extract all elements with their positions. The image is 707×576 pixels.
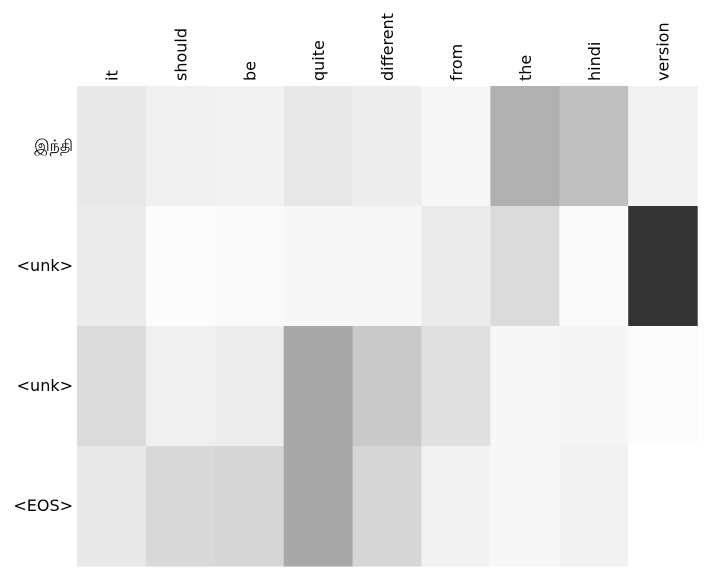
y-tick-label: <unk> (17, 376, 73, 395)
heatmap-cell (490, 86, 560, 207)
heatmap-cell (214, 446, 285, 567)
heatmap-cell (490, 446, 560, 567)
heatmap-cell (145, 446, 216, 567)
heatmap-cell (559, 86, 629, 207)
heatmap-cell (490, 326, 560, 447)
heatmap-cell (628, 326, 698, 447)
heatmap-cell (559, 206, 629, 327)
x-tick-label: the (516, 55, 535, 81)
heatmap-cell (421, 446, 491, 567)
heatmap-cell (77, 86, 147, 207)
heatmap-cell (352, 206, 423, 327)
heatmap-cell (421, 86, 491, 207)
heatmap-cell (421, 326, 491, 447)
heatmap-cell (283, 446, 354, 567)
y-tick-label: இந்தி (34, 136, 73, 156)
heatmap-cell (283, 326, 354, 447)
y-tick-labels: இந்தி <unk> <unk> <EOS> (13, 136, 73, 515)
heatmap-cell (352, 86, 423, 207)
heatmap-cell (145, 206, 216, 327)
heatmap-cell (628, 446, 698, 567)
heatmap-cell (559, 446, 629, 567)
heatmap-cell (628, 86, 698, 207)
heatmap-cell (628, 206, 698, 327)
heatmap-cell (283, 86, 354, 207)
heatmap-cell (559, 326, 629, 447)
x-tick-label: it (102, 70, 121, 81)
heatmap-cell (77, 206, 147, 327)
x-tick-label: version (654, 22, 673, 81)
x-tick-labels: it should be quite different from the hindi vers… (102, 13, 672, 81)
x-tick-label: be (240, 61, 259, 81)
heatmap-cell (214, 326, 285, 447)
y-tick-label: <EOS> (13, 496, 73, 515)
x-tick-label: hindi (585, 42, 604, 81)
heatmap-cell (145, 326, 216, 447)
heatmap-cell (214, 86, 285, 207)
heatmap-cell (490, 206, 560, 327)
x-tick-label: different (378, 13, 397, 81)
heatmap-cells (77, 86, 698, 567)
heatmap-cell (145, 86, 216, 207)
heatmap-cell (421, 206, 491, 327)
y-tick-label: <unk> (17, 256, 73, 275)
x-tick-label: quite (309, 40, 328, 81)
x-tick-label: from (447, 44, 466, 81)
heatmap-cell (352, 326, 423, 447)
heatmap-cell (77, 446, 147, 567)
heatmap-cell (77, 326, 147, 447)
x-tick-label: should (171, 28, 190, 81)
heatmap-cell (283, 206, 354, 327)
heatmap-cell (214, 206, 285, 327)
heatmap-cell (352, 446, 423, 567)
